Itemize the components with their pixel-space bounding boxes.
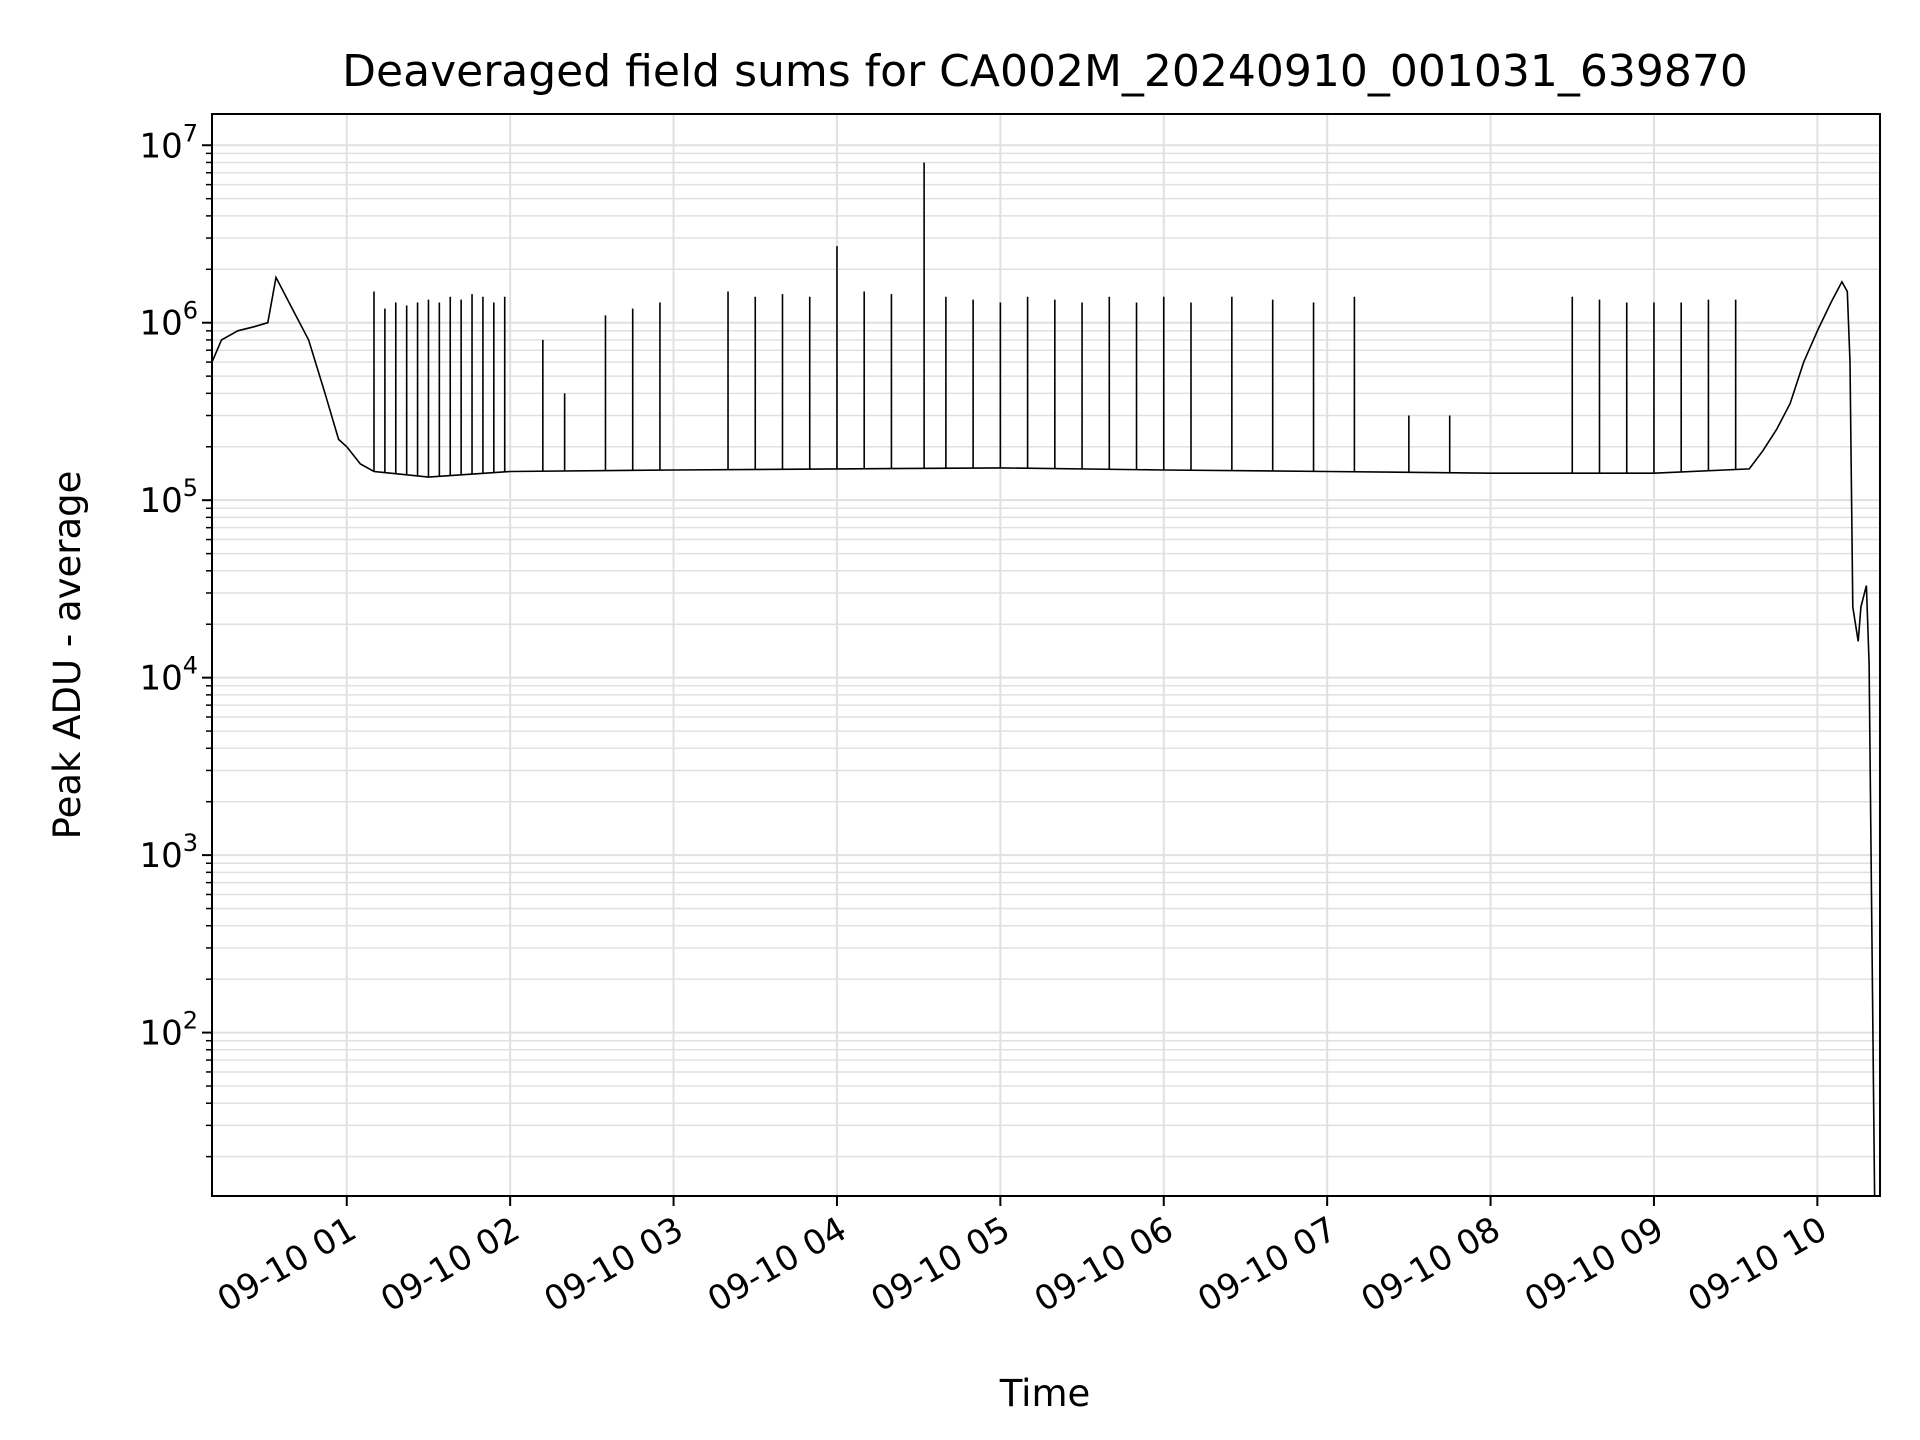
- x-axis: 09-10 01 09-10 02 09-10 03 09-10 04 09-10 05…: [211, 1196, 1834, 1320]
- y-tick-label: 107: [139, 119, 198, 166]
- data-line-group: [212, 162, 1876, 1196]
- y-tick-label: 102: [139, 1007, 198, 1054]
- x-axis-title: Time: [999, 1372, 1091, 1415]
- y-tick-label: 106: [139, 297, 198, 344]
- x-tick-label: 09-10 07: [1191, 1209, 1343, 1320]
- x-tick-label: 09-10 05: [864, 1209, 1016, 1320]
- x-tick-label: 09-10 03: [538, 1209, 690, 1320]
- x-tick-label: 09-10 02: [374, 1209, 526, 1320]
- y-axis-title: Peak ADU - average: [46, 471, 89, 840]
- x-tick-label: 09-10 04: [701, 1209, 853, 1320]
- y-tick-label: 105: [139, 474, 198, 521]
- y-axis: 102 103 104 105 106 107: [139, 119, 212, 1158]
- chart-title: Deaveraged field sums for CA002M_2024091…: [342, 46, 1748, 97]
- y-tick-label: 103: [139, 829, 198, 876]
- series-line: [212, 274, 1876, 1196]
- x-tick-label: 09-10 06: [1028, 1209, 1180, 1320]
- y-tick-label: 104: [139, 652, 198, 699]
- x-tick-label: 09-10 10: [1681, 1209, 1833, 1320]
- plot-frame: [211, 113, 1881, 1197]
- x-tick-label: 09-10 09: [1518, 1209, 1670, 1320]
- grid: [212, 114, 1880, 1196]
- x-tick-label: 09-10 08: [1355, 1209, 1507, 1320]
- x-tick-label: 09-10 01: [211, 1209, 363, 1320]
